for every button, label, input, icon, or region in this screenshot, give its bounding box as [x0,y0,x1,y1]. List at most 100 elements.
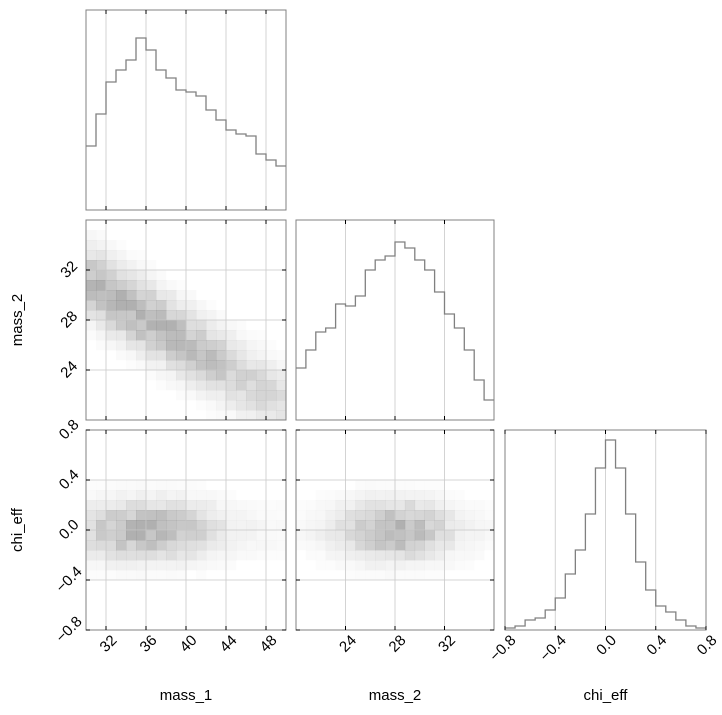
density-cell [216,310,227,321]
density-cell [236,520,247,531]
density-cell [196,300,207,311]
density-cell [355,530,366,541]
density-cell [126,280,137,291]
density-cell [116,310,127,321]
density-cell [196,390,207,401]
density-cell [116,270,127,281]
density-cell [216,540,227,551]
density-cell [464,520,475,531]
histogram-panel-mass_1 [85,9,287,211]
density-cell [136,510,147,521]
density-cell [126,550,137,561]
density-cell [116,300,127,311]
density-cell [216,380,227,391]
density-cell [404,500,416,511]
density-cell [454,550,465,561]
density-cell [216,330,227,341]
density-cell [176,480,186,490]
density-cell [136,550,147,561]
density-cell [86,310,97,321]
density-cell [176,370,187,381]
density-cell [435,570,445,580]
density-cell [126,320,137,331]
density-cell [454,560,464,570]
density-cell [146,280,157,291]
density-cell [126,250,136,260]
density-cell [116,330,127,341]
density-cell [196,320,207,331]
density-cell [266,370,277,381]
density-cell [146,570,156,580]
density-cell [206,400,217,411]
density-cell [146,340,157,351]
density-cell [96,300,107,311]
density-cell [276,350,286,360]
density-cell [276,400,287,411]
density-cell [96,530,107,541]
tick-label-chi_eff: −0.8 [53,613,86,646]
density-cell [96,240,107,251]
density-cell [146,270,157,281]
density-cell [236,550,247,561]
density-cell [296,510,306,520]
density-cell [375,510,386,521]
density-cell [256,520,267,531]
density-cell [335,500,346,511]
density-cell [206,350,217,361]
density-cell [186,540,197,551]
density-cell [116,500,127,511]
density-cell [96,550,107,561]
density-cell [435,480,445,490]
density-cell [156,370,167,381]
density-cell [186,370,197,381]
density-cell [106,500,117,511]
density-cell [206,310,217,321]
density-cell [226,320,237,331]
density-cell [96,570,106,580]
density-cell [116,530,127,541]
density-cell [266,540,277,551]
density-cell [96,520,107,531]
density-cell [226,360,237,371]
density-cell [345,530,356,541]
density-cell [375,480,385,490]
density-cell [156,480,167,491]
density-cell [106,320,117,331]
density-cell [345,560,356,571]
density-cell [424,530,435,541]
density-cell [385,550,396,561]
density-cell [96,260,107,271]
density-cell [454,520,465,531]
density-cell [404,550,416,561]
density-cell [186,290,197,301]
density-cell [226,330,237,341]
density-cell [86,530,97,541]
density-cell [474,540,485,551]
density-cell [166,550,177,561]
density-cell [305,520,317,531]
density-cell [96,340,106,350]
density-cell [126,570,137,581]
density-cell [414,540,425,551]
density-cell [256,350,267,361]
density-cell [196,490,207,501]
density-cell [176,310,187,321]
tick-label-chi_eff: −0.4 [53,563,86,596]
density-cell [206,330,217,341]
density-cell [424,490,435,501]
density-cell [86,330,96,340]
density-cell [116,560,127,571]
density-cell [236,400,247,411]
density-cell [106,560,117,571]
density-cell [414,490,425,501]
density-cell [226,500,237,511]
density-cell [266,350,277,361]
tick-label-mass_2: 32 [57,258,81,282]
density-cell [206,300,216,310]
density-cell [86,280,97,291]
density-cell [216,520,227,531]
density-cell [256,330,266,340]
density-cell [196,480,206,490]
density-cell [404,520,416,531]
density-cell [325,540,336,551]
